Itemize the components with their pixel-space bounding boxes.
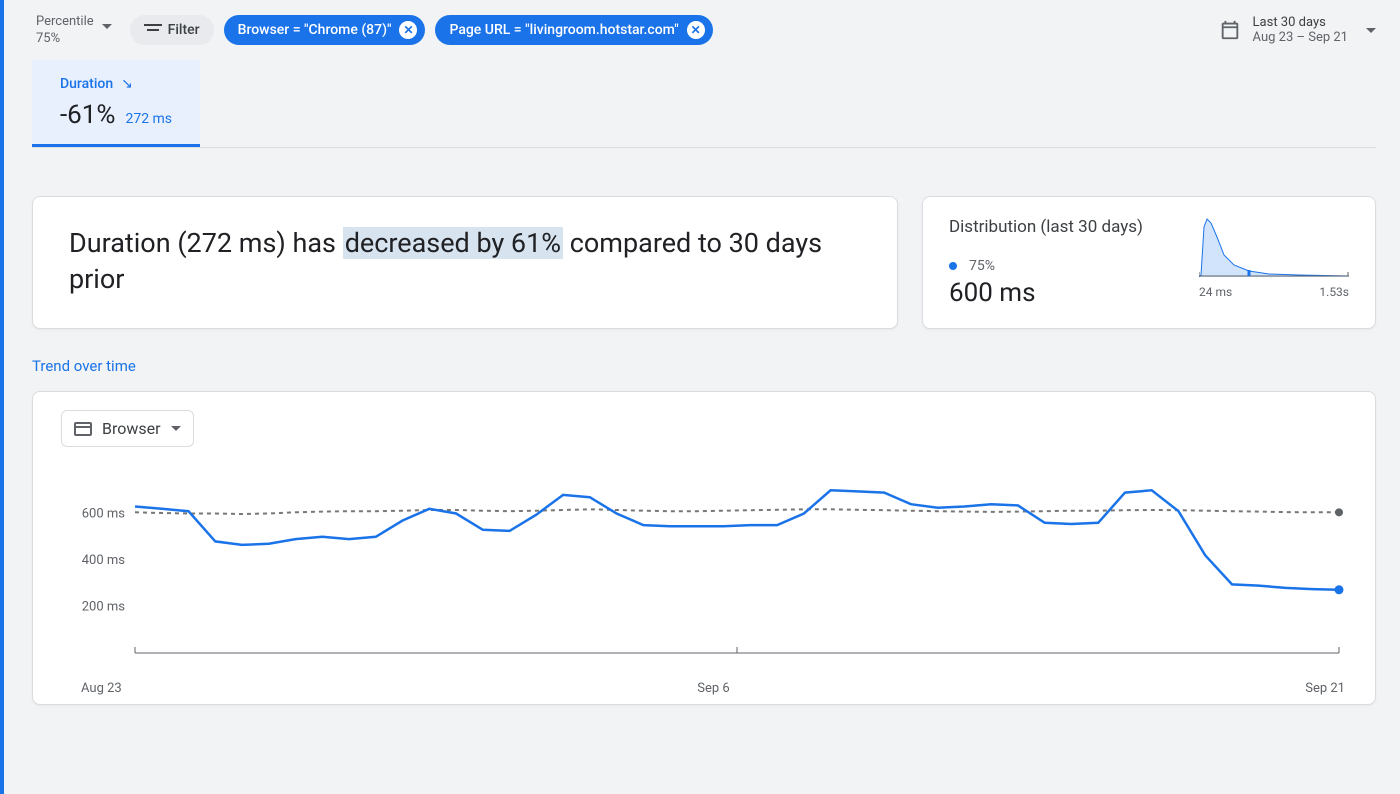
distribution-value: 600 ms [949,278,1179,308]
filter-toolbar: Percentile 75% Filter Browser = "Chrome … [4,0,1400,60]
chevron-down-icon [171,426,181,431]
dist-xmin: 24 ms [1199,285,1232,299]
tab-duration[interactable]: Duration ↘ -61% 272 ms [32,60,200,147]
close-icon[interactable]: ✕ [687,21,705,39]
xaxis-label: Sep 6 [697,681,729,696]
filter-chip-pageurl[interactable]: Page URL = "livingroom.hotstar.com" ✕ [435,15,712,45]
svg-text:400 ms: 400 ms [82,553,126,568]
trend-title: Trend over time [32,357,1376,375]
trend-card: Browser 200 ms400 ms600 ms Aug 23 Sep 6 … [32,391,1376,705]
metric-value: 272 ms [125,111,172,127]
percentile-label: Percentile [36,14,94,29]
segment-dropdown[interactable]: Browser [61,410,194,447]
svg-text:200 ms: 200 ms [82,600,126,615]
distribution-title: Distribution (last 30 days) [949,217,1179,237]
filter-label: Filter [168,22,200,38]
percentile-dropdown[interactable]: Percentile 75% [36,14,94,46]
chevron-down-icon [102,24,112,29]
svg-text:600 ms: 600 ms [82,507,126,522]
summary-prefix: Duration (272 ms) has [69,227,343,259]
trend-line-chart: 200 ms 400 ms 600 ms [61,461,1349,671]
filter-chip-text: Page URL = "livingroom.hotstar.com" [449,22,678,38]
distribution-percentile: 75% [969,258,995,274]
distribution-sparkline [1199,217,1349,277]
distribution-card: Distribution (last 30 days) 75% 600 ms 2… [922,196,1376,329]
summary-text: Duration (272 ms) has decreased by 61% c… [69,225,861,298]
filter-chip-browser[interactable]: Browser = "Chrome (87)" ✕ [224,15,426,45]
trend-down-icon: ↘ [121,76,133,92]
date-range-value: Aug 23 – Sep 21 [1253,30,1348,45]
filter-icon [144,24,162,36]
percentile-value: 75% [36,31,94,46]
summary-card: Duration (272 ms) has decreased by 61% c… [32,196,898,329]
filter-button[interactable]: Filter [130,15,214,45]
xaxis-label: Sep 21 [1305,681,1345,696]
calendar-icon [1219,19,1241,41]
segment-label: Browser [102,419,161,438]
chevron-down-icon [1366,28,1376,33]
summary-highlight: decreased by 61% [343,227,563,259]
metric-title: Duration [60,76,113,92]
legend-dot-icon [949,262,957,270]
dist-xmax: 1.53s [1319,285,1349,299]
xaxis-label: Aug 23 [81,681,122,696]
date-range-picker[interactable]: Last 30 days Aug 23 – Sep 21 [1219,15,1376,45]
browser-icon [74,422,92,436]
filter-chip-text: Browser = "Chrome (87)" [238,22,392,38]
metric-tabs: Duration ↘ -61% 272 ms [4,60,1400,147]
close-icon[interactable]: ✕ [399,21,417,39]
metric-percent: -61% [60,100,115,130]
date-range-label: Last 30 days [1253,15,1348,30]
